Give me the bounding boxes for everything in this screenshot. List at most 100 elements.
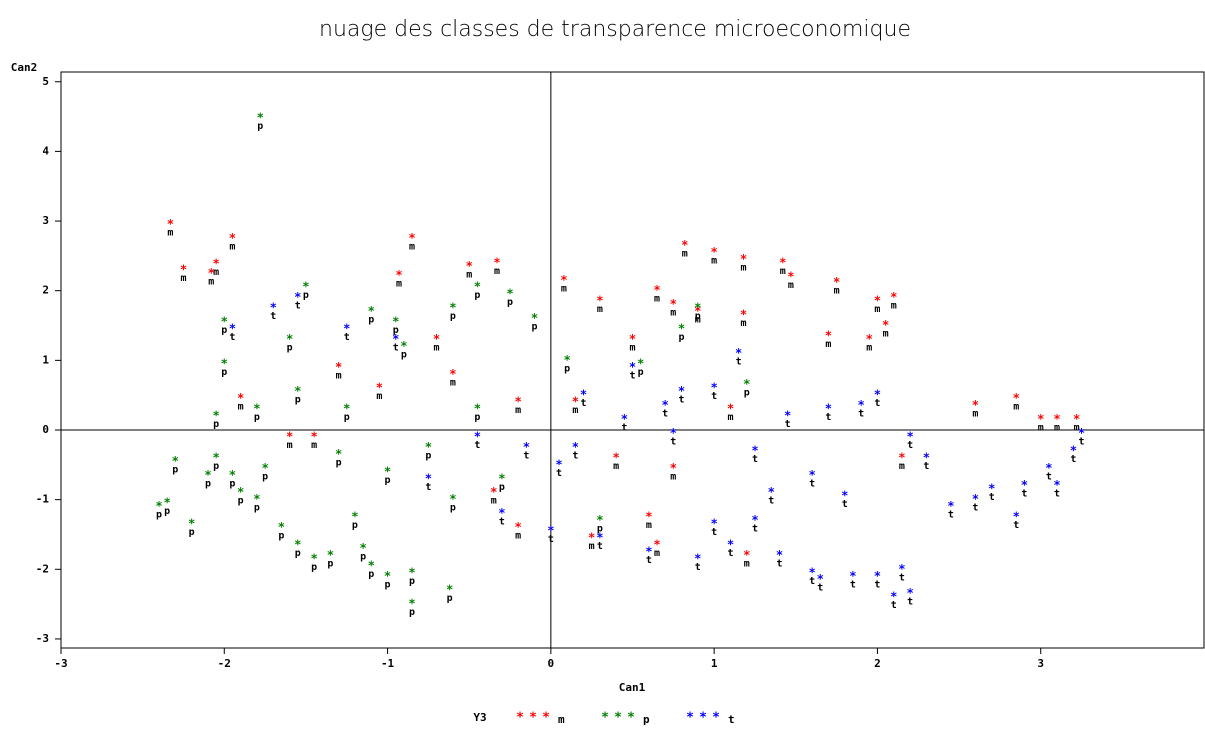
point: *m bbox=[515, 395, 522, 417]
point-symbol: * bbox=[662, 398, 669, 412]
point-symbol: * bbox=[858, 398, 865, 412]
point-symbol: * bbox=[874, 569, 881, 583]
point-symbol: * bbox=[368, 304, 375, 318]
point-label: p bbox=[360, 551, 366, 562]
point: *m bbox=[450, 367, 457, 389]
point: *t bbox=[678, 384, 685, 406]
point: *t bbox=[923, 450, 930, 472]
point: *m bbox=[466, 259, 473, 281]
point-symbol: * bbox=[621, 412, 628, 426]
point: *p bbox=[344, 402, 351, 424]
point-label: t bbox=[425, 482, 431, 493]
point-label: m bbox=[883, 329, 889, 340]
point-symbol: * bbox=[433, 332, 440, 346]
point: *t bbox=[809, 468, 816, 490]
point-label: p bbox=[368, 315, 374, 326]
y-tick-label: 5 bbox=[42, 75, 49, 88]
point-symbol: * bbox=[629, 360, 636, 374]
point: *m bbox=[833, 275, 840, 297]
point-symbol: * bbox=[727, 537, 734, 551]
point-symbol: * bbox=[825, 402, 832, 416]
point-symbol: * bbox=[740, 252, 747, 266]
point-symbol: * bbox=[156, 499, 163, 513]
point-label: t bbox=[752, 454, 758, 465]
point-label: p bbox=[336, 457, 342, 468]
point-label: p bbox=[450, 311, 456, 322]
point: *t bbox=[344, 322, 351, 344]
point-symbol: * bbox=[303, 280, 310, 294]
point: *t bbox=[899, 562, 906, 584]
point-label: t bbox=[785, 419, 791, 430]
point-label: m bbox=[682, 248, 688, 259]
point-label: t bbox=[270, 311, 276, 322]
point-label: m bbox=[311, 440, 317, 451]
point: *p bbox=[172, 454, 179, 476]
point-label: t bbox=[809, 478, 815, 489]
point-symbol: * bbox=[401, 339, 408, 353]
point-label: t bbox=[817, 583, 823, 594]
point-symbol: * bbox=[646, 510, 653, 524]
point-label: t bbox=[874, 579, 880, 590]
point: *p bbox=[254, 492, 261, 514]
point: *m bbox=[515, 520, 522, 542]
point-label: m bbox=[180, 273, 186, 284]
point-symbol: * bbox=[1054, 478, 1061, 492]
y-tick-label: 2 bbox=[42, 284, 49, 297]
point-label: m bbox=[613, 461, 619, 472]
point-symbol: * bbox=[450, 301, 457, 315]
point: *m bbox=[335, 360, 342, 382]
point-symbol: * bbox=[788, 269, 795, 283]
point-symbol: * bbox=[842, 489, 849, 503]
point-symbol: * bbox=[670, 297, 677, 311]
legend-symbol: * bbox=[517, 711, 524, 726]
point: *t bbox=[1070, 443, 1077, 465]
point: *t bbox=[1013, 510, 1020, 532]
point: *t bbox=[809, 565, 816, 587]
point-label: p bbox=[744, 388, 750, 399]
point: *p bbox=[237, 485, 244, 507]
point-label: t bbox=[580, 398, 586, 409]
point-label: m bbox=[229, 241, 235, 252]
point: *p bbox=[409, 597, 416, 619]
point: *t bbox=[752, 443, 759, 465]
point-symbol: * bbox=[780, 255, 787, 269]
point-label: t bbox=[556, 468, 562, 479]
x-tick-label: -3 bbox=[54, 657, 67, 670]
point: *p bbox=[474, 280, 481, 302]
point-label: t bbox=[776, 558, 782, 569]
point-label: t bbox=[711, 527, 717, 538]
point-symbol: * bbox=[882, 318, 889, 332]
point-label: t bbox=[989, 492, 995, 503]
point-symbol: * bbox=[254, 492, 261, 506]
point-symbol: * bbox=[850, 569, 857, 583]
point-symbol: * bbox=[1021, 478, 1028, 492]
point-label: t bbox=[629, 370, 635, 381]
point: *p bbox=[450, 301, 457, 323]
point: *t bbox=[695, 551, 702, 573]
y-tick-label: 1 bbox=[42, 353, 49, 366]
point: *p bbox=[254, 402, 261, 424]
point-label: t bbox=[229, 332, 235, 343]
point-symbol: * bbox=[654, 283, 661, 297]
point-symbol: * bbox=[670, 426, 677, 440]
point-label: m bbox=[336, 370, 342, 381]
point-symbol: * bbox=[376, 381, 383, 395]
point-symbol: * bbox=[907, 586, 914, 600]
point: *t bbox=[989, 482, 996, 504]
x-tick-label: -1 bbox=[381, 657, 395, 670]
point-label: p bbox=[287, 342, 293, 353]
point: *t bbox=[621, 412, 628, 434]
point-label: m bbox=[741, 318, 747, 329]
point: *m bbox=[891, 290, 898, 312]
point: *t bbox=[784, 409, 791, 431]
point-label: p bbox=[164, 506, 170, 517]
point: *p bbox=[164, 496, 171, 518]
point-symbol: * bbox=[695, 304, 702, 318]
point-symbol: * bbox=[548, 523, 555, 537]
point: *p bbox=[446, 583, 453, 605]
point-label: m bbox=[450, 377, 456, 388]
point: *p bbox=[360, 541, 367, 563]
point-symbol: * bbox=[229, 231, 236, 245]
point-symbol: * bbox=[1070, 443, 1077, 457]
point-label: m bbox=[515, 531, 521, 542]
